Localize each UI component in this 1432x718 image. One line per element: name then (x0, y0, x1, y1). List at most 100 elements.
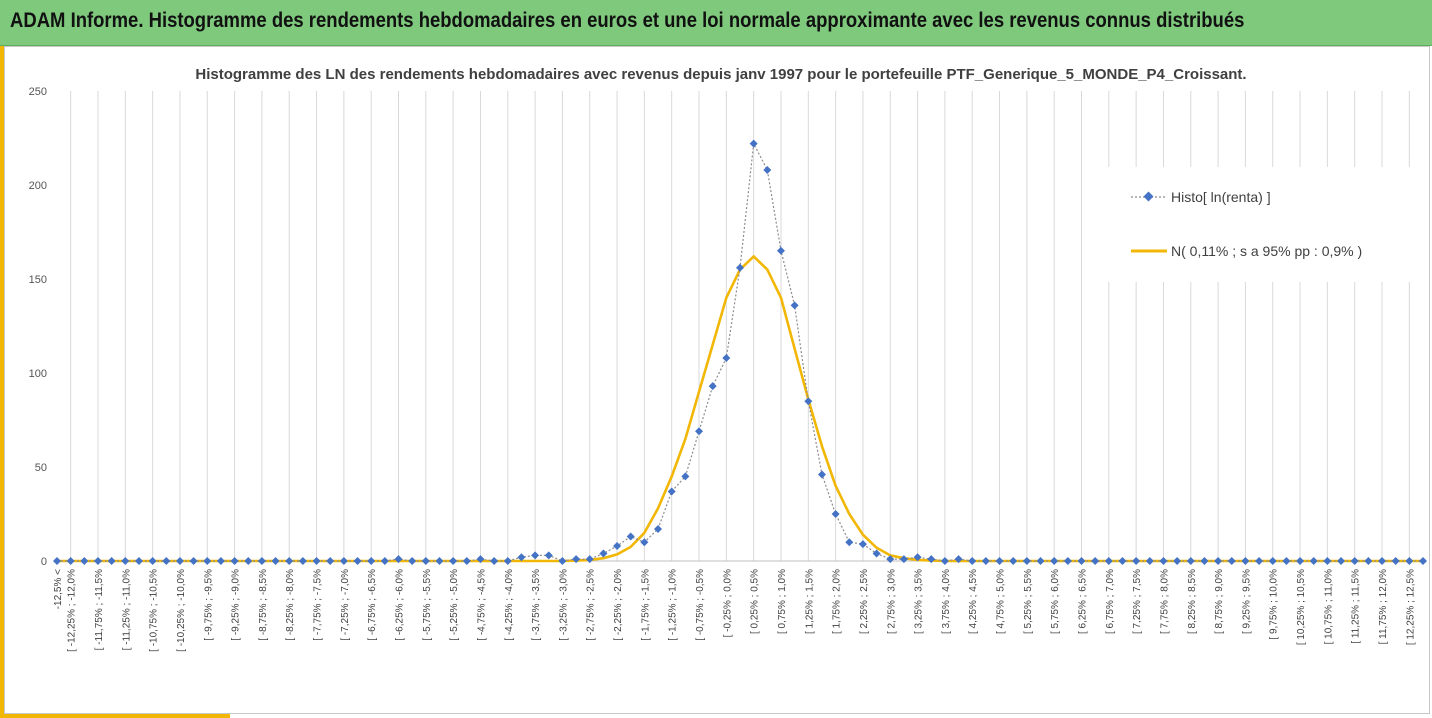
histogram-point (1296, 557, 1305, 565)
histogram-point (1419, 557, 1427, 565)
histogram-point (1364, 557, 1373, 565)
x-tick-label: [ 3,25% ; 3,5% (914, 569, 925, 634)
histogram-point (1022, 557, 1031, 565)
accent-bar-left (0, 46, 5, 718)
histogram-point (517, 553, 526, 562)
histogram-point (1378, 557, 1387, 565)
histogram-point (1255, 557, 1264, 565)
histogram-point (1391, 557, 1400, 565)
x-tick-label: [ -8,75% ; -8,5% (258, 569, 269, 641)
histogram-point (1227, 557, 1236, 565)
histogram-point (189, 557, 198, 565)
x-tick-label: [ 12,25% ; 12,5% (1405, 569, 1416, 645)
series-area (53, 139, 1427, 565)
accent-bar-bottom (0, 714, 230, 718)
grid-lines (70, 91, 1410, 561)
histogram-point (148, 557, 157, 565)
x-tick-label: [ 10,75% ; 11,0% (1323, 569, 1334, 645)
histogram-point (1405, 557, 1414, 565)
histogram-point (1050, 557, 1059, 565)
histogram-point (1009, 557, 1018, 565)
histogram-point (613, 541, 622, 550)
x-tick-label: -12,5% < (53, 569, 64, 609)
histogram-point (1091, 557, 1100, 565)
y-tick-label: 50 (35, 462, 47, 474)
histogram-point (1145, 557, 1154, 565)
histogram-point (585, 555, 594, 564)
histogram-point (503, 557, 512, 565)
histogram-point (968, 557, 977, 565)
histogram-point (271, 557, 280, 565)
y-tick-label: 0 (41, 556, 47, 568)
histogram-point (790, 301, 799, 310)
histogram-point (640, 538, 649, 547)
legend-histo-label: Histo[ ln(renta) ] (1171, 189, 1271, 205)
x-tick-label: [ -7,75% ; -7,5% (313, 569, 324, 641)
histogram-point (763, 165, 772, 174)
x-axis: -12,5% <[ -12,25% ; -12,0% [ -11,75% ; -… (53, 560, 1423, 652)
histogram-point (558, 557, 567, 565)
histogram-point (1036, 557, 1045, 565)
y-tick-label: 200 (29, 180, 47, 192)
histogram-point (107, 557, 116, 565)
x-tick-label: [ 4,75% ; 5,0% (996, 569, 1007, 634)
x-tick-label: [ 3,75% ; 4,0% (941, 569, 952, 634)
x-tick-label: [ -9,25% ; -9,0% (231, 569, 242, 641)
x-tick-label: [ -5,75% ; -5,5% (422, 569, 433, 641)
histogram-point (1063, 557, 1072, 565)
histogram-point (1159, 557, 1168, 565)
histogram-point (899, 555, 908, 564)
histogram-point (1104, 557, 1113, 565)
x-tick-label: [ 0,75% ; 1,0% (777, 569, 788, 634)
histogram-point (285, 557, 294, 565)
histogram-point (1337, 557, 1346, 565)
x-tick-label: [ -8,25% ; -8,0% (285, 569, 296, 641)
x-tick-label: [ -0,75% ; -0,5% (695, 569, 706, 641)
report-title: ADAM Informe. Histogramme des rendements… (10, 9, 1245, 32)
y-tick-label: 250 (29, 86, 47, 98)
x-tick-label: [ -3,25% ; -3,0% (558, 569, 569, 641)
histogram-point (817, 470, 826, 479)
chart-title: Histogramme des LN des rendements hebdom… (195, 66, 1246, 83)
x-tick-label: [ 4,25% ; 4,5% (968, 569, 979, 634)
histogram-point (93, 557, 102, 565)
x-tick-label: [ -12,25% ; -12,0% (67, 569, 78, 652)
x-tick-label: [ 7,25% ; 7,5% (1132, 569, 1143, 634)
x-tick-label: [ 8,75% ; 9,0% (1214, 569, 1225, 634)
chart-area: Histogramme des LN des rendements hebdom… (4, 46, 1430, 714)
x-tick-label: [ -7,25% ; -7,0% (340, 569, 351, 641)
histogram-point (599, 549, 608, 558)
histogram-point (394, 555, 403, 564)
histogram-point (981, 557, 990, 565)
x-tick-label: [ -11,25% ; -11,0% (121, 569, 132, 650)
histogram-point (736, 263, 744, 272)
histogram-point (298, 557, 307, 565)
x-tick-label: [ -4,25% ; -4,0% (504, 569, 515, 641)
x-tick-label: [ 10,25% ; 10,5% (1296, 569, 1307, 645)
histogram-point (462, 557, 471, 565)
histogram-point (367, 557, 376, 565)
histogram-point (858, 540, 867, 549)
histogram-point (312, 557, 321, 565)
x-tick-label: [ -0,25% ; 0,0% (722, 569, 733, 637)
histogram-point (1214, 557, 1223, 565)
x-tick-label: [ 5,25% ; 5,5% (1023, 569, 1034, 634)
y-tick-label: 100 (29, 368, 47, 380)
histogram-point (1132, 557, 1141, 565)
histogram-point (121, 557, 130, 565)
histogram-chart: Histogramme des LN des rendements hebdom… (29, 66, 1429, 652)
x-tick-label: [ -1,75% ; -1,5% (640, 569, 651, 641)
histogram-point (162, 557, 171, 565)
histogram-point (776, 246, 785, 255)
x-tick-label: [ 2,75% ; 3,0% (886, 569, 897, 634)
x-tick-label: [ 7,75% ; 8,0% (1159, 569, 1170, 634)
x-tick-label: [ -6,75% ; -6,5% (367, 569, 378, 641)
histogram-point (380, 557, 389, 565)
x-tick-label: [ -2,25% ; -2,0% (613, 569, 624, 641)
histogram-point (175, 557, 184, 565)
histogram-point (257, 557, 266, 565)
histogram-point (216, 557, 225, 565)
histogram-point (544, 551, 553, 560)
x-tick-label: [ -6,25% ; -6,0% (395, 569, 406, 641)
legend-histo-marker (1143, 191, 1154, 202)
